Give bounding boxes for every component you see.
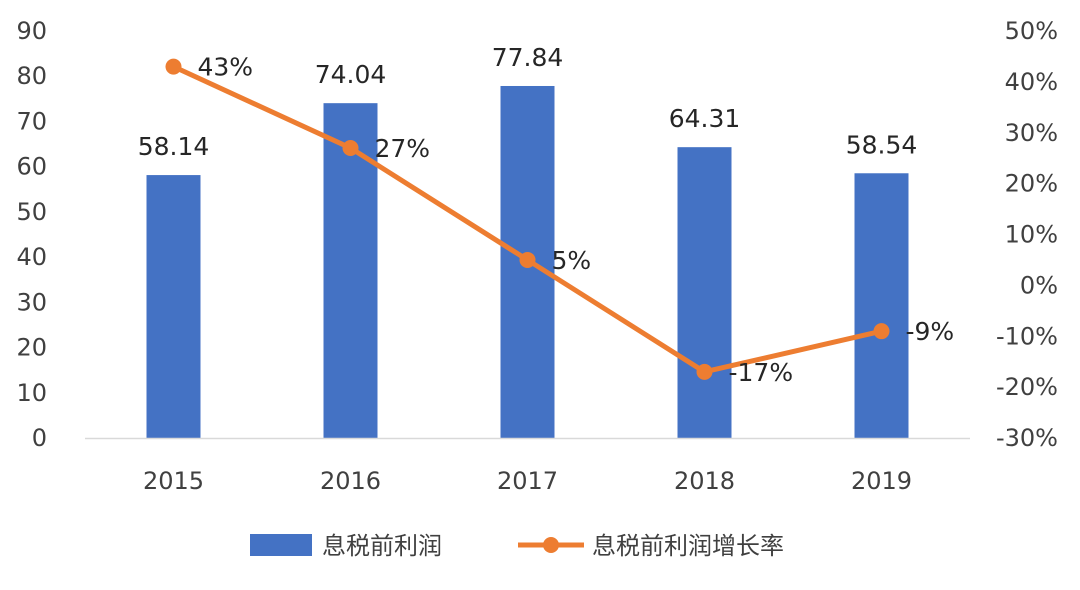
- bar-2015: [146, 175, 201, 438]
- bar-value-label: 74.04: [315, 60, 387, 89]
- growth-value-label: -17%: [729, 358, 794, 387]
- x-tick-label: 2016: [320, 467, 381, 495]
- bar-2018: [677, 147, 732, 438]
- growth-point-2015: [165, 58, 182, 75]
- y-left-tick-label: 20: [16, 334, 47, 362]
- y-left-tick-label: 80: [16, 62, 47, 90]
- data-labels: 58.14 74.04 77.84 64.31 58.54 43% 27% 5% -17% -9%: [138, 43, 954, 387]
- y-left-tick-label: 30: [16, 288, 47, 316]
- y-right-tick-label: 10%: [1005, 221, 1058, 249]
- y-axis-right: -30% -20% -10% 0% 10% 20% 30% 40% 50%: [996, 17, 1058, 452]
- x-axis-labels: 2015 2016 2017 2018 2019: [143, 467, 912, 495]
- y-right-tick-label: 0%: [1020, 271, 1058, 299]
- growth-value-label: -9%: [906, 317, 955, 346]
- growth-point-2018: [696, 363, 713, 380]
- growth-point-2016: [342, 140, 359, 157]
- y-left-tick-label: 0: [32, 424, 47, 452]
- legend-bar-swatch: [250, 534, 312, 556]
- y-right-tick-label: 50%: [1005, 17, 1058, 45]
- y-left-tick-label: 70: [16, 107, 47, 135]
- x-tick-label: 2015: [143, 467, 204, 495]
- bar-value-label: 58.14: [138, 132, 210, 161]
- growth-value-label: 43%: [198, 53, 254, 82]
- y-right-tick-label: 40%: [1005, 68, 1058, 96]
- legend-line-label: 息税前利润增长率: [592, 532, 784, 560]
- bar-value-label: 58.54: [846, 130, 918, 159]
- x-tick-label: 2017: [497, 467, 558, 495]
- y-left-tick-label: 50: [16, 198, 47, 226]
- legend: 息税前利润 息税前利润增长率: [250, 532, 784, 560]
- y-right-tick-label: -30%: [996, 424, 1058, 452]
- y-right-tick-label: 30%: [1005, 119, 1058, 147]
- growth-value-label: 27%: [375, 134, 431, 163]
- x-tick-label: 2018: [674, 467, 735, 495]
- y-left-tick-label: 10: [16, 379, 47, 407]
- growth-point-2019: [873, 323, 890, 340]
- line-series: [165, 58, 890, 380]
- y-left-tick-label: 90: [16, 17, 47, 45]
- y-right-tick-label: -20%: [996, 373, 1058, 401]
- legend-line-marker: [543, 537, 559, 553]
- x-tick-label: 2019: [851, 467, 912, 495]
- bar-value-label: 64.31: [669, 104, 741, 133]
- y-left-tick-label: 60: [16, 153, 47, 181]
- bar-2019: [854, 173, 909, 438]
- y-right-tick-label: -10%: [996, 322, 1058, 350]
- y-axis-left: 0 10 20 30 40 50 60 70 80 90: [16, 17, 47, 452]
- y-right-tick-label: 20%: [1005, 170, 1058, 198]
- legend-bar-label: 息税前利润: [322, 532, 442, 560]
- growth-value-label: 5%: [552, 246, 592, 275]
- y-left-tick-label: 40: [16, 243, 47, 271]
- bar-value-label: 77.84: [492, 43, 564, 72]
- growth-point-2017: [519, 251, 536, 268]
